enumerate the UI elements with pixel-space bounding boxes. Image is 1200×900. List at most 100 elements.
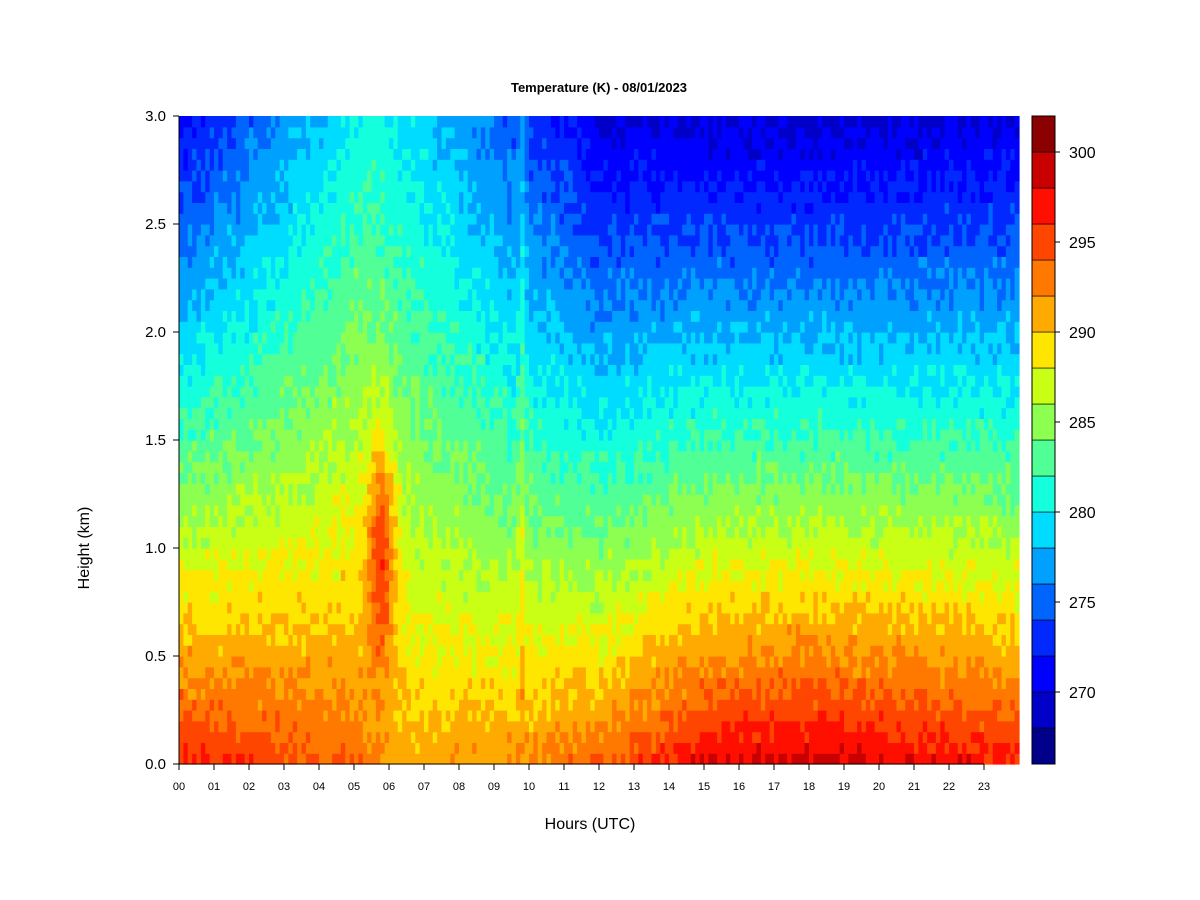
heatmap-cell bbox=[384, 753, 390, 765]
heatmap-cell bbox=[800, 558, 806, 571]
heatmap-cell bbox=[787, 634, 793, 646]
heatmap-cell bbox=[879, 677, 884, 689]
heatmap-cell bbox=[253, 526, 259, 538]
heatmap-cell bbox=[590, 591, 596, 603]
heatmap-cell bbox=[270, 753, 276, 765]
heatmap-cell bbox=[760, 623, 766, 635]
heatmap-cell bbox=[664, 753, 670, 765]
heatmap-cell bbox=[708, 537, 714, 549]
heatmap-cell bbox=[314, 742, 320, 754]
heatmap-cell bbox=[743, 656, 749, 668]
heatmap-cell bbox=[900, 548, 906, 560]
heatmap-cell bbox=[975, 731, 981, 743]
heatmap-cell bbox=[848, 494, 854, 506]
heatmap-cell bbox=[603, 537, 609, 549]
heatmap-cell bbox=[581, 612, 587, 625]
heatmap-cell bbox=[629, 623, 635, 635]
heatmap-cell bbox=[520, 515, 526, 527]
heatmap-cell bbox=[918, 634, 924, 646]
heatmap-cell bbox=[529, 591, 534, 603]
heatmap-cell bbox=[765, 504, 771, 517]
heatmap-cell bbox=[844, 720, 849, 733]
heatmap-cell bbox=[498, 558, 504, 571]
heatmap-cell bbox=[568, 602, 574, 614]
heatmap-cell bbox=[520, 656, 526, 668]
heatmap-cell bbox=[717, 634, 723, 646]
heatmap-cell bbox=[249, 515, 254, 527]
heatmap-cell bbox=[712, 699, 718, 711]
heatmap-cell bbox=[822, 526, 828, 538]
heatmap-cell bbox=[682, 688, 688, 700]
heatmap-cell bbox=[559, 688, 565, 700]
heatmap-cell bbox=[305, 580, 311, 592]
heatmap-cell bbox=[319, 602, 324, 614]
heatmap-cell bbox=[922, 742, 928, 754]
heatmap-cell bbox=[809, 710, 814, 722]
heatmap-cell bbox=[476, 558, 482, 571]
heatmap-cell bbox=[992, 548, 998, 560]
heatmap-cell bbox=[896, 731, 902, 743]
heatmap-cell bbox=[909, 623, 915, 635]
heatmap-cell bbox=[900, 580, 906, 592]
heatmap-cell bbox=[704, 558, 709, 571]
heatmap-cell bbox=[629, 656, 635, 668]
heatmap-cell bbox=[581, 753, 587, 765]
heatmap-cell bbox=[848, 483, 854, 495]
heatmap-cell bbox=[970, 666, 976, 679]
heatmap-cell bbox=[817, 623, 823, 635]
heatmap-cell bbox=[594, 548, 600, 560]
heatmap-cell bbox=[620, 483, 626, 495]
heatmap-cell bbox=[844, 591, 849, 603]
heatmap-cell bbox=[883, 656, 889, 668]
heatmap-cell bbox=[603, 623, 609, 635]
heatmap-cell bbox=[489, 494, 495, 506]
heatmap-cell bbox=[734, 731, 740, 743]
heatmap-cell bbox=[975, 504, 981, 517]
heatmap-cell bbox=[874, 677, 880, 689]
heatmap-cell bbox=[445, 569, 451, 581]
heatmap-cell bbox=[962, 710, 968, 722]
heatmap-cell bbox=[419, 710, 425, 722]
heatmap-cell bbox=[402, 688, 408, 700]
heatmap-cell bbox=[397, 645, 403, 657]
heatmap-cell bbox=[1010, 623, 1016, 635]
heatmap-cell bbox=[852, 569, 858, 581]
heatmap-cell bbox=[957, 537, 963, 549]
heatmap-cell bbox=[857, 591, 863, 603]
heatmap-cell bbox=[336, 753, 342, 765]
heatmap-cell bbox=[257, 558, 263, 571]
heatmap-cell bbox=[883, 688, 889, 700]
heatmap-cell bbox=[467, 623, 473, 635]
heatmap-cell bbox=[297, 753, 303, 765]
heatmap-cell bbox=[892, 580, 898, 592]
heatmap-cell bbox=[253, 591, 259, 603]
heatmap-cell bbox=[638, 558, 644, 571]
heatmap-cell bbox=[222, 494, 228, 506]
heatmap-cell bbox=[927, 699, 933, 711]
heatmap-cell bbox=[782, 548, 788, 560]
heatmap-cell bbox=[734, 742, 740, 754]
heatmap-cell bbox=[275, 515, 281, 527]
heatmap-cell bbox=[879, 580, 884, 592]
heatmap-cell bbox=[800, 602, 806, 614]
heatmap-cell bbox=[940, 494, 946, 506]
heatmap-cell bbox=[572, 720, 578, 733]
heatmap-cell bbox=[441, 580, 447, 592]
heatmap-cell bbox=[270, 602, 276, 614]
heatmap-cell bbox=[607, 677, 613, 689]
heatmap-cell bbox=[1010, 526, 1016, 538]
heatmap-cell bbox=[647, 753, 653, 765]
heatmap-cell bbox=[909, 688, 915, 700]
heatmap-cell bbox=[655, 580, 661, 592]
heatmap-cell bbox=[756, 645, 762, 657]
heatmap-cell bbox=[651, 494, 657, 506]
heatmap-cell bbox=[454, 580, 460, 592]
heatmap-cell bbox=[997, 483, 1003, 495]
heatmap-cell bbox=[905, 720, 911, 733]
heatmap-cell bbox=[323, 494, 329, 506]
heatmap-cell bbox=[529, 483, 534, 495]
heatmap-cell bbox=[200, 645, 206, 657]
heatmap-cell bbox=[655, 591, 661, 603]
heatmap-cell bbox=[515, 688, 521, 700]
heatmap-cell bbox=[367, 634, 373, 646]
